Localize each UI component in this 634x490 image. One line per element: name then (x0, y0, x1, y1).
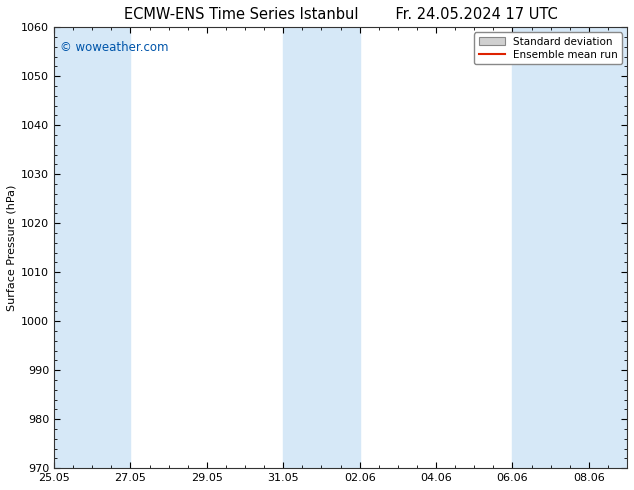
Y-axis label: Surface Pressure (hPa): Surface Pressure (hPa) (7, 185, 17, 311)
Title: ECMW-ENS Time Series Istanbul        Fr. 24.05.2024 17 UTC: ECMW-ENS Time Series Istanbul Fr. 24.05.… (124, 7, 557, 22)
Bar (512, 27, 627, 468)
Legend: Standard deviation, Ensemble mean run: Standard deviation, Ensemble mean run (474, 32, 622, 64)
Bar (283, 27, 359, 468)
Text: © woweather.com: © woweather.com (60, 41, 168, 53)
Bar (54, 27, 131, 468)
